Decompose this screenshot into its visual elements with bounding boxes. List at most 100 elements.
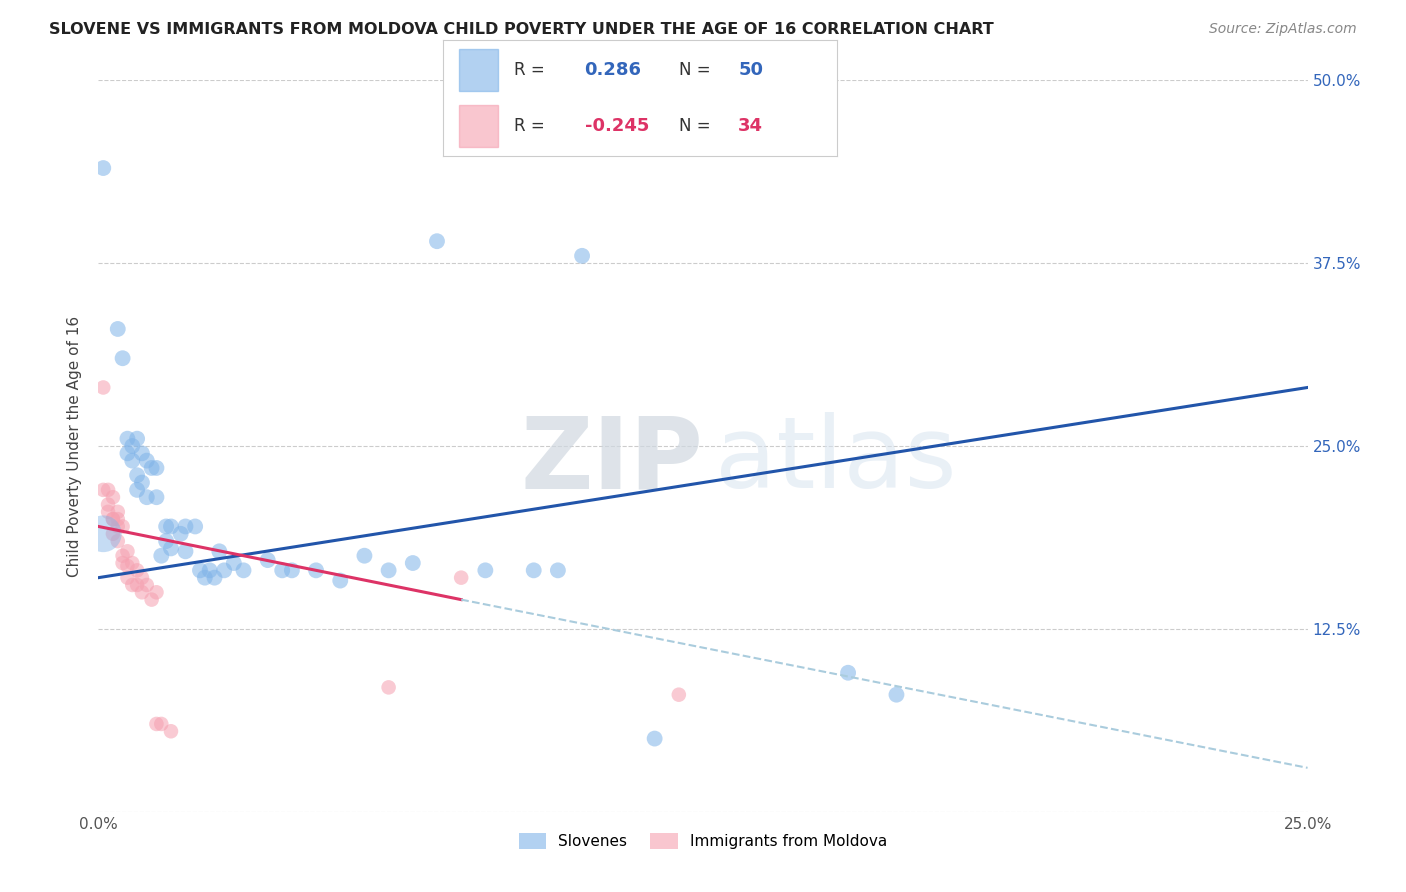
Point [174, 544, 197, 558]
Point [222, 556, 245, 570]
Text: 0.286: 0.286 [585, 62, 641, 79]
Point [127, 432, 149, 446]
Point [141, 461, 163, 475]
Point [91, 161, 114, 175]
Point [145, 717, 167, 731]
Bar [458, 105, 498, 147]
Point [155, 519, 177, 533]
Point [450, 571, 472, 585]
Point [107, 534, 129, 549]
Point [271, 563, 294, 577]
Text: N =: N = [679, 117, 710, 135]
Point [117, 446, 139, 460]
Point [547, 563, 569, 577]
Point [198, 563, 221, 577]
Point [188, 563, 211, 577]
Point [117, 544, 139, 558]
Point [208, 544, 231, 558]
Point [131, 585, 153, 599]
Point [107, 505, 129, 519]
Point [571, 249, 593, 263]
Point [145, 490, 167, 504]
Point [121, 556, 143, 570]
Point [232, 563, 254, 577]
Point [117, 571, 139, 585]
Point [111, 556, 134, 570]
Text: -0.245: -0.245 [585, 117, 650, 135]
Point [204, 571, 226, 585]
Point [91, 380, 114, 394]
Point [145, 585, 167, 599]
Text: ZIP: ZIP [520, 412, 703, 509]
Point [101, 490, 124, 504]
Point [281, 563, 304, 577]
Point [97, 505, 120, 519]
Bar [458, 49, 498, 91]
Point [127, 578, 149, 592]
Point [121, 439, 143, 453]
Point [194, 571, 217, 585]
Point [160, 724, 183, 739]
Point [160, 541, 183, 556]
Text: 34: 34 [738, 117, 763, 135]
Point [131, 446, 153, 460]
Point [402, 556, 425, 570]
Point [121, 453, 143, 467]
Point [107, 322, 129, 336]
Point [111, 519, 134, 533]
Point [101, 512, 124, 526]
Point [135, 453, 157, 467]
Point [101, 526, 124, 541]
Point [135, 490, 157, 504]
Point [107, 512, 129, 526]
Point [127, 468, 149, 483]
Y-axis label: Child Poverty Under the Age of 16: Child Poverty Under the Age of 16 [67, 316, 83, 576]
Legend: Slovenes, Immigrants from Moldova: Slovenes, Immigrants from Moldova [513, 827, 893, 855]
Point [644, 731, 666, 746]
Point [329, 574, 352, 588]
Point [150, 717, 173, 731]
Point [212, 563, 235, 577]
Text: N =: N = [679, 62, 710, 79]
Point [169, 526, 191, 541]
Text: R =: R = [513, 117, 550, 135]
Point [121, 578, 143, 592]
Point [127, 563, 149, 577]
Point [101, 512, 124, 526]
Point [145, 461, 167, 475]
Point [117, 432, 139, 446]
Point [97, 498, 120, 512]
Point [426, 234, 449, 248]
Point [377, 681, 399, 695]
Point [141, 592, 163, 607]
Point [91, 526, 114, 541]
Text: SLOVENE VS IMMIGRANTS FROM MOLDOVA CHILD POVERTY UNDER THE AGE OF 16 CORRELATION: SLOVENE VS IMMIGRANTS FROM MOLDOVA CHILD… [49, 22, 994, 37]
Text: Source: ZipAtlas.com: Source: ZipAtlas.com [1209, 22, 1357, 37]
Point [111, 351, 134, 366]
Point [111, 549, 134, 563]
Point [184, 519, 207, 533]
Point [150, 549, 173, 563]
Point [256, 553, 278, 567]
Point [107, 519, 129, 533]
Point [117, 558, 139, 573]
Point [837, 665, 859, 680]
Point [174, 519, 197, 533]
Point [523, 563, 546, 577]
Point [131, 475, 153, 490]
Point [131, 571, 153, 585]
Point [127, 483, 149, 497]
Point [353, 549, 375, 563]
Point [305, 563, 328, 577]
Text: R =: R = [513, 62, 555, 79]
Point [377, 563, 399, 577]
Text: atlas: atlas [716, 412, 956, 509]
Point [160, 519, 183, 533]
Text: 50: 50 [738, 62, 763, 79]
Point [886, 688, 908, 702]
Point [155, 534, 177, 549]
Point [668, 688, 690, 702]
Point [91, 483, 114, 497]
Point [474, 563, 496, 577]
Point [97, 483, 120, 497]
